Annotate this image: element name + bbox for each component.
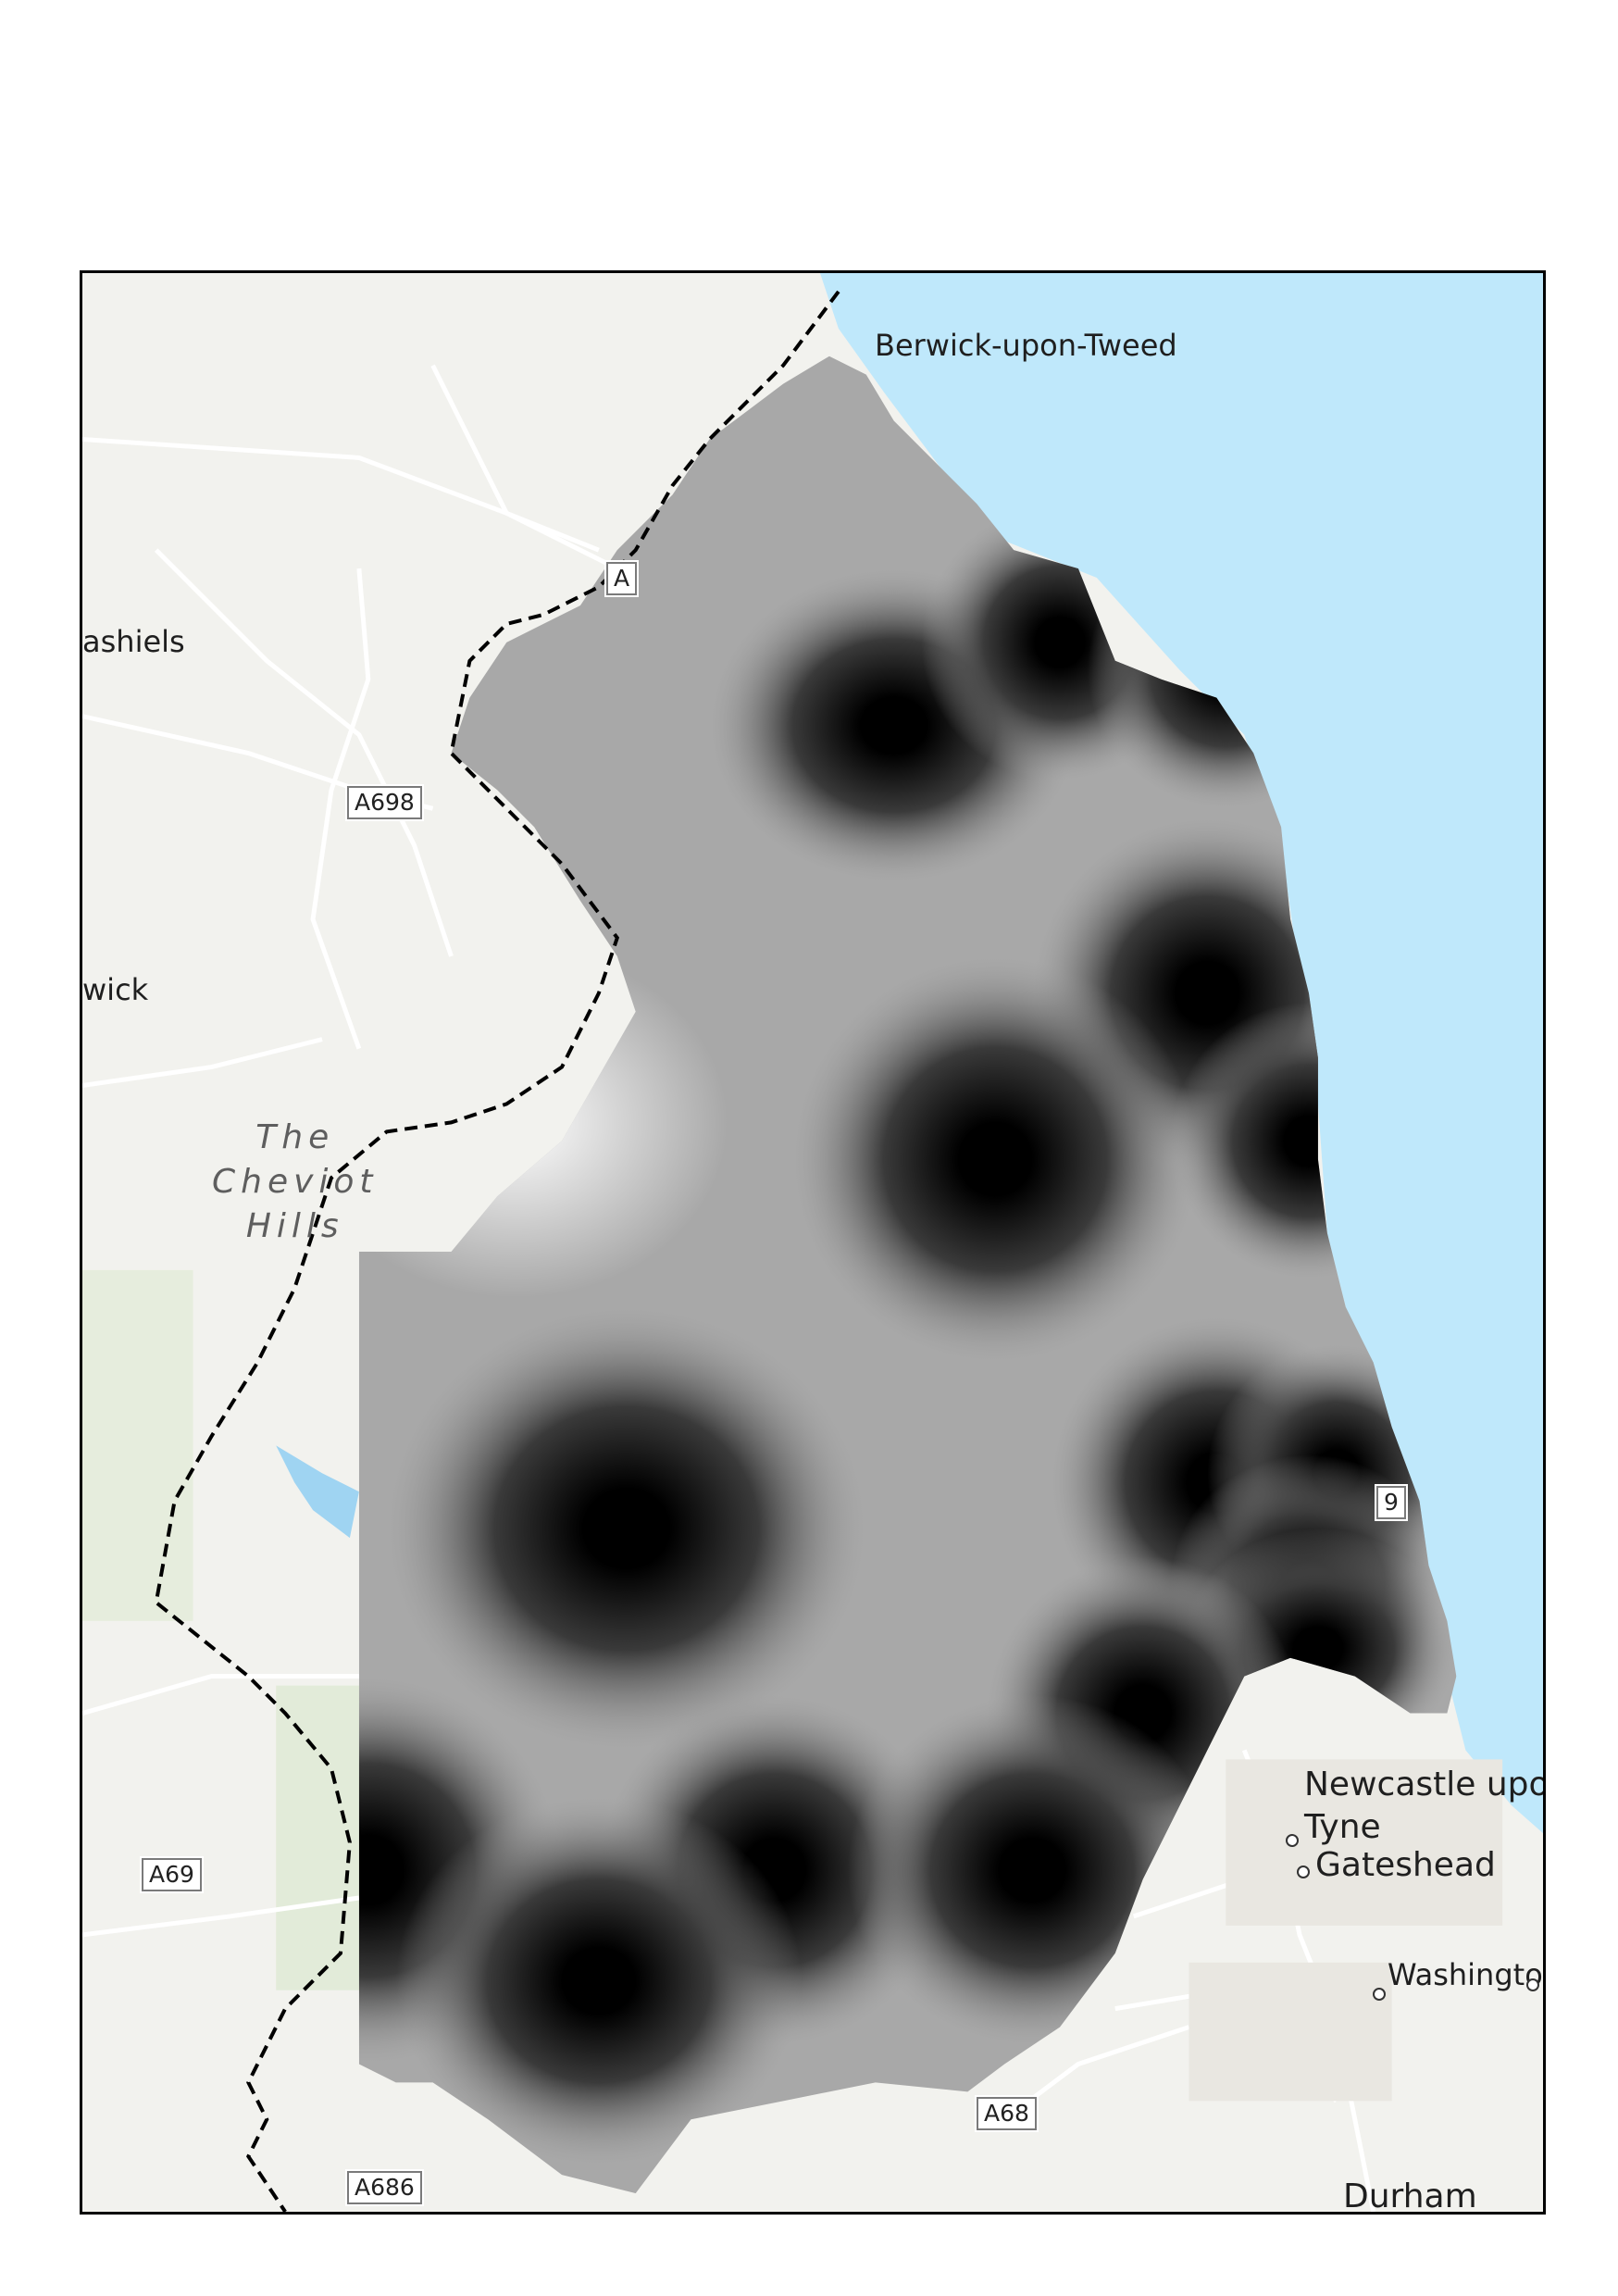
road-shield: 9 [1376,1486,1406,1519]
town-marker [1297,1866,1310,1878]
sea [819,273,1543,1834]
place-label-galashiels: ashiels [82,624,185,659]
road-shield: A686 [347,2171,422,2204]
map-frame[interactable]: Berwick-upon-Tweed ashiels wick Newcastl… [80,270,1546,2215]
road-shield: A698 [347,786,422,819]
region-label-cheviot-hills: The Cheviot Hills [212,1118,379,1245]
map-canvas[interactable] [82,273,1543,2212]
place-label-newcastle: Newcastle upon Tyne [1304,1766,1543,1846]
road-shield: A68 [977,2097,1037,2130]
forest-area [82,1269,193,1621]
road-shield: A69 [142,1858,202,1891]
place-label-gateshead: Gateshead [1315,1846,1496,1884]
town-marker [1526,1978,1539,1991]
place-label-hawick: wick [82,972,149,1007]
urban-area [1189,1759,1503,2102]
place-label-durham: Durham [1343,2177,1477,2215]
county-boundary [154,290,840,2212]
place-label-washington: Washington [1388,1957,1546,1992]
town-marker [1373,1988,1386,2001]
road-shield: A [606,562,638,595]
town-marker [1286,1834,1299,1847]
reservoir [276,1445,359,1539]
place-label-berwick: Berwick-upon-Tweed [875,328,1177,363]
